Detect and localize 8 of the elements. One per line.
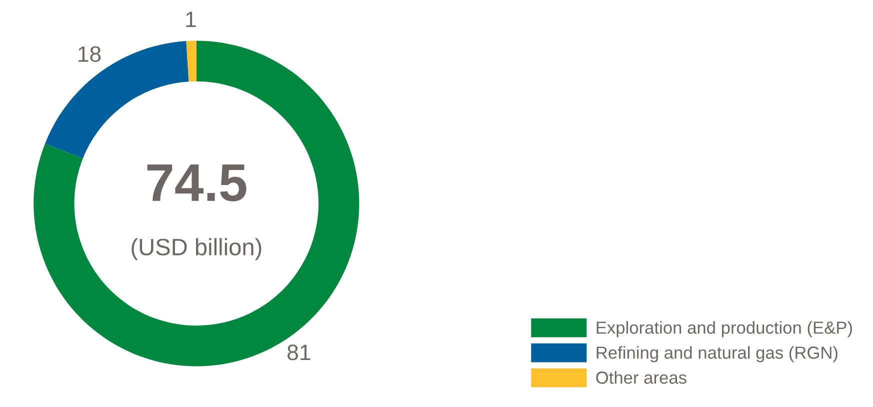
data-label: 81 (288, 344, 310, 360)
text: (USD billion) (132, 238, 262, 260)
data-label: 1 (186, 12, 196, 27)
legend-label: Refining and natural gas (RGN) (596, 346, 838, 362)
data-label: 18 (78, 46, 101, 62)
legend-label: Exploration and production (E&P) (596, 321, 852, 338)
text: 74.5 (147, 164, 246, 202)
legend-label: Other areas (596, 371, 686, 384)
